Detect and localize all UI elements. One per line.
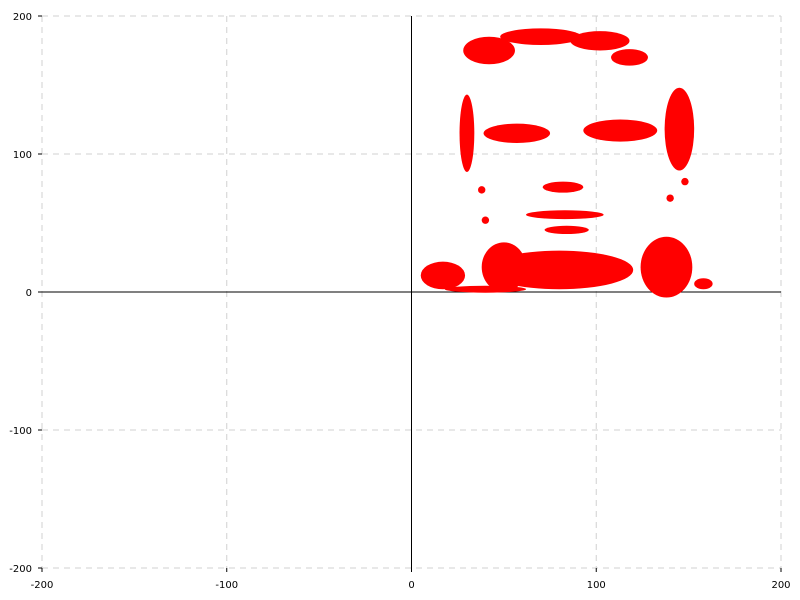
x-tick-label: 100 [587, 580, 606, 591]
scatter-point-cluster [640, 236, 693, 298]
scatter-point-cluster [583, 119, 658, 142]
scatter-point-cluster [459, 94, 475, 172]
scatter-point-cluster [542, 181, 584, 193]
y-tick-label: -100 [9, 426, 32, 437]
scatter-point-cluster [664, 87, 695, 171]
tick-labels: 200 100 0 -100 -200 -200 -100 0 100 200 [9, 12, 790, 591]
scatter-point [681, 177, 689, 186]
x-tick-label: -200 [31, 580, 54, 591]
scatter-point-cluster [544, 225, 589, 235]
x-tick-label: 200 [771, 580, 790, 591]
y-tick-label: 200 [13, 12, 32, 23]
y-tick-label: 0 [26, 288, 32, 299]
scatter-point-cluster [570, 31, 630, 51]
x-tick-label: -100 [215, 580, 238, 591]
scatter-point-cluster [694, 278, 713, 290]
y-tick-label: 100 [13, 150, 32, 161]
scatter-point-cluster [420, 261, 466, 290]
scatter-point-cluster [481, 242, 527, 292]
scatter-point [481, 216, 490, 224]
scatter-point-cluster [526, 210, 604, 220]
scatter-point-cluster [611, 49, 648, 66]
scatter-point-cluster [483, 123, 551, 143]
scatter-point [487, 51, 499, 63]
scatter-point-cluster [444, 285, 527, 293]
scatter-point-cluster [500, 28, 582, 45]
scatter-point [666, 194, 674, 202]
y-tick-label: -200 [9, 564, 32, 575]
scatter-point [478, 186, 486, 194]
scatter-point-cluster [463, 36, 515, 65]
x-tick-label: 0 [408, 580, 414, 591]
data-points [420, 28, 713, 298]
